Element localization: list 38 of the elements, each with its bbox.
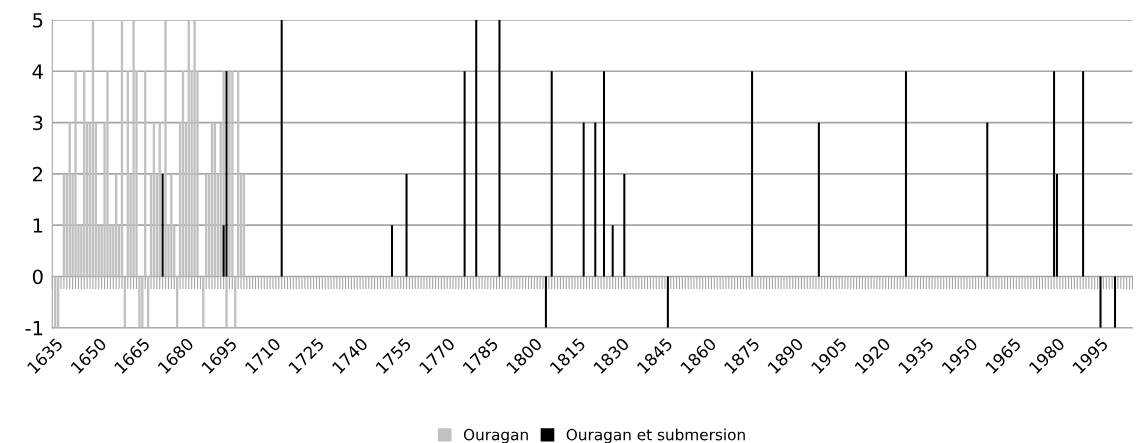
bar: [550, 71, 553, 277]
legend-label: Ouragan et submersion: [566, 428, 745, 443]
bar: [602, 71, 606, 277]
bar: [666, 276, 669, 328]
y-tick-label: -1: [25, 321, 43, 336]
bar: [751, 71, 754, 277]
bar: [132, 19, 135, 277]
bar: [498, 19, 501, 277]
bar: [594, 122, 597, 277]
y-tick-label: 3: [33, 115, 43, 131]
y-tick-label: 1: [33, 218, 43, 233]
bar: [391, 225, 394, 277]
bar: [611, 225, 614, 277]
bar: [986, 122, 989, 277]
bar: [1114, 276, 1117, 328]
bar: [1053, 71, 1056, 277]
y-tick-label: 0: [32, 269, 43, 285]
y-tick-label: 2: [33, 166, 43, 182]
bar: [1099, 276, 1102, 328]
bar: [904, 71, 907, 277]
bar: [623, 173, 626, 277]
bar: [817, 122, 820, 277]
y-tick-label: 4: [32, 64, 43, 79]
bar: [475, 19, 478, 277]
bar: [225, 276, 228, 328]
bar: [74, 71, 77, 277]
bar: [106, 71, 109, 277]
y-tick-label: 5: [33, 13, 43, 28]
legend-label: Ouragan: [463, 428, 528, 443]
bar: [280, 19, 283, 277]
bar: [170, 173, 173, 277]
bar: [1082, 71, 1085, 277]
bar: [164, 19, 167, 277]
bar: [582, 122, 585, 277]
bar: [544, 276, 547, 328]
bar: [405, 173, 408, 277]
bar: [463, 71, 466, 277]
bar: [161, 173, 164, 277]
